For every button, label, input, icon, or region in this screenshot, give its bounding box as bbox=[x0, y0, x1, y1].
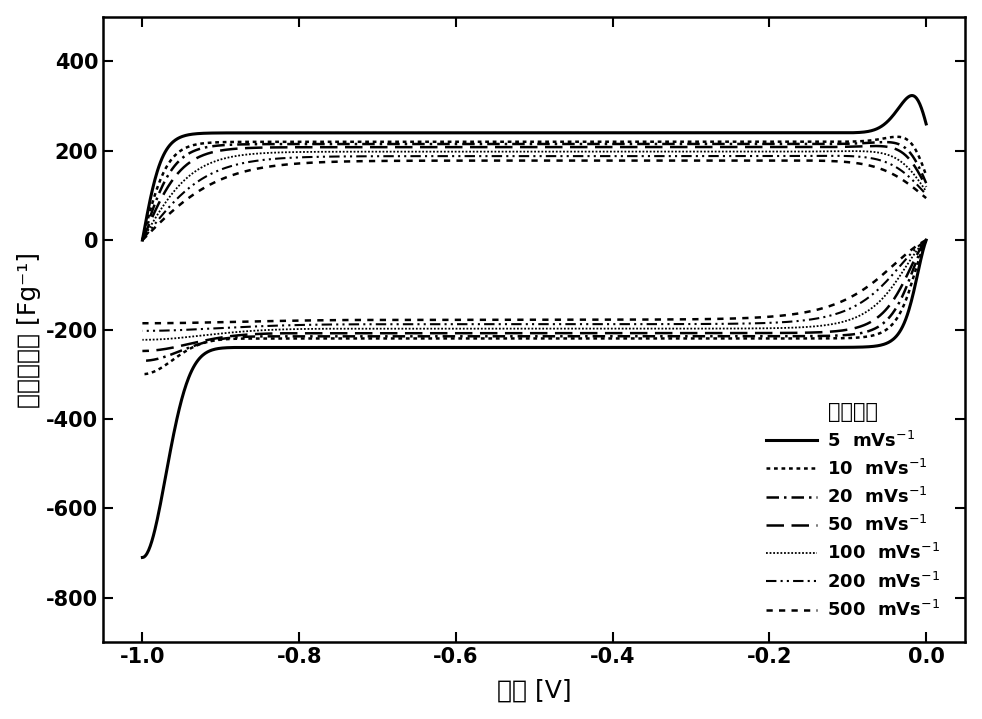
20  mVs$^{-1}$ bbox=[216, 141, 228, 150]
5  mVs$^{-1}$ bbox=[675, 129, 686, 137]
200  mVs$^{-1}$ bbox=[762, 152, 774, 160]
Line: 10  mVs$^{-1}$: 10 mVs$^{-1}$ bbox=[142, 137, 926, 240]
50  mVs$^{-1}$ bbox=[675, 143, 686, 152]
200  mVs$^{-1}$ bbox=[920, 191, 932, 199]
10  mVs$^{-1}$ bbox=[892, 132, 903, 141]
20  mVs$^{-1}$ bbox=[482, 139, 494, 148]
100  mVs$^{-1}$ bbox=[847, 147, 859, 155]
50  mVs$^{-1}$ bbox=[136, 236, 148, 244]
Line: 50  mVs$^{-1}$: 50 mVs$^{-1}$ bbox=[142, 146, 926, 240]
500  mVs$^{-1}$ bbox=[482, 156, 494, 165]
50  mVs$^{-1}$ bbox=[920, 183, 932, 191]
20  mVs$^{-1}$ bbox=[747, 139, 759, 148]
500  mVs$^{-1}$ bbox=[747, 156, 759, 165]
Line: 100  mVs$^{-1}$: 100 mVs$^{-1}$ bbox=[142, 151, 926, 240]
200  mVs$^{-1}$ bbox=[747, 152, 759, 160]
X-axis label: 电势 [V]: 电势 [V] bbox=[497, 678, 572, 702]
100  mVs$^{-1}$ bbox=[482, 147, 494, 156]
500  mVs$^{-1}$ bbox=[762, 156, 774, 165]
50  mVs$^{-1}$ bbox=[454, 143, 465, 152]
Line: 500  mVs$^{-1}$: 500 mVs$^{-1}$ bbox=[142, 160, 926, 240]
20  mVs$^{-1}$ bbox=[762, 139, 774, 148]
500  mVs$^{-1}$ bbox=[920, 194, 932, 203]
5  mVs$^{-1}$ bbox=[762, 129, 774, 137]
10  mVs$^{-1}$ bbox=[762, 137, 774, 146]
200  mVs$^{-1}$ bbox=[482, 152, 494, 160]
Legend: 5  mVs$^{-1}$, 10  mVs$^{-1}$, 20  mVs$^{-1}$, 50  mVs$^{-1}$, 100  mVs$^{-1}$, : 5 mVs$^{-1}$, 10 mVs$^{-1}$, 20 mVs$^{-1… bbox=[759, 395, 948, 627]
100  mVs$^{-1}$ bbox=[920, 187, 932, 196]
100  mVs$^{-1}$ bbox=[675, 147, 686, 156]
10  mVs$^{-1}$ bbox=[482, 137, 494, 146]
10  mVs$^{-1}$ bbox=[747, 137, 759, 146]
100  mVs$^{-1}$ bbox=[216, 155, 228, 163]
10  mVs$^{-1}$ bbox=[136, 236, 148, 244]
20  mVs$^{-1}$ bbox=[136, 236, 148, 244]
10  mVs$^{-1}$ bbox=[216, 138, 228, 147]
100  mVs$^{-1}$ bbox=[136, 236, 148, 244]
50  mVs$^{-1}$ bbox=[482, 143, 494, 152]
100  mVs$^{-1}$ bbox=[454, 147, 465, 156]
500  mVs$^{-1}$ bbox=[454, 156, 465, 165]
200  mVs$^{-1}$ bbox=[675, 152, 686, 160]
10  mVs$^{-1}$ bbox=[675, 137, 686, 146]
100  mVs$^{-1}$ bbox=[762, 147, 774, 156]
20  mVs$^{-1}$ bbox=[920, 179, 932, 188]
5  mVs$^{-1}$ bbox=[216, 129, 228, 137]
20  mVs$^{-1}$ bbox=[454, 139, 465, 148]
100  mVs$^{-1}$ bbox=[747, 147, 759, 156]
5  mVs$^{-1}$ bbox=[906, 91, 918, 100]
5  mVs$^{-1}$ bbox=[920, 119, 932, 128]
10  mVs$^{-1}$ bbox=[920, 171, 932, 180]
50  mVs$^{-1}$ bbox=[747, 143, 759, 152]
500  mVs$^{-1}$ bbox=[675, 156, 686, 165]
5  mVs$^{-1}$ bbox=[136, 236, 148, 244]
5  mVs$^{-1}$ bbox=[482, 129, 494, 137]
Line: 5  mVs$^{-1}$: 5 mVs$^{-1}$ bbox=[142, 96, 926, 240]
5  mVs$^{-1}$ bbox=[454, 129, 465, 137]
50  mVs$^{-1}$ bbox=[762, 143, 774, 152]
500  mVs$^{-1}$ bbox=[136, 236, 148, 244]
Line: 200  mVs$^{-1}$: 200 mVs$^{-1}$ bbox=[142, 156, 926, 240]
Line: 20  mVs$^{-1}$: 20 mVs$^{-1}$ bbox=[142, 142, 926, 240]
50  mVs$^{-1}$ bbox=[216, 146, 228, 155]
200  mVs$^{-1}$ bbox=[454, 152, 465, 160]
Y-axis label: 质量比电容 [Fg⁻¹]: 质量比电容 [Fg⁻¹] bbox=[17, 252, 40, 408]
20  mVs$^{-1}$ bbox=[675, 139, 686, 148]
5  mVs$^{-1}$ bbox=[747, 129, 759, 137]
200  mVs$^{-1}$ bbox=[822, 152, 834, 160]
10  mVs$^{-1}$ bbox=[454, 137, 465, 146]
50  mVs$^{-1}$ bbox=[868, 142, 880, 150]
200  mVs$^{-1}$ bbox=[216, 165, 228, 173]
500  mVs$^{-1}$ bbox=[781, 156, 792, 165]
20  mVs$^{-1}$ bbox=[879, 138, 891, 147]
200  mVs$^{-1}$ bbox=[136, 236, 148, 244]
500  mVs$^{-1}$ bbox=[216, 175, 228, 183]
